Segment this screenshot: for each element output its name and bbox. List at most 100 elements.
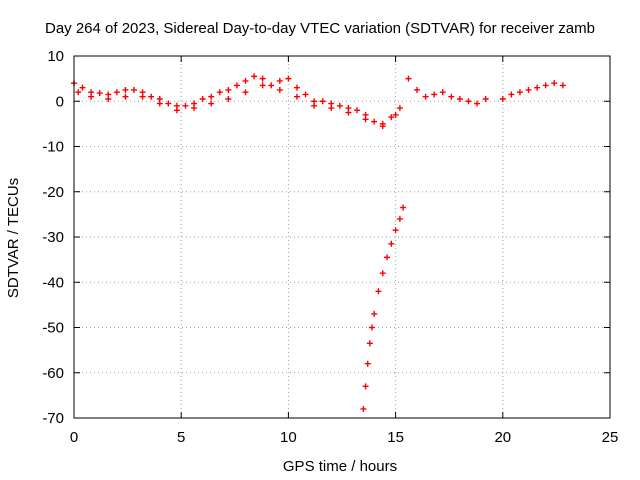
data-point xyxy=(422,93,429,100)
y-tick-label: 10 xyxy=(47,48,64,65)
data-point xyxy=(499,95,506,102)
data-point xyxy=(105,95,112,102)
data-point xyxy=(328,105,335,112)
x-tick-label: 10 xyxy=(280,429,297,446)
data-point xyxy=(259,82,266,89)
data-point xyxy=(405,75,412,82)
data-point xyxy=(233,82,240,89)
chart-title: Day 264 of 2023, Sidereal Day-to-day VTE… xyxy=(45,20,595,37)
data-point xyxy=(542,82,549,89)
data-point xyxy=(534,84,541,91)
x-tick-label: 20 xyxy=(494,429,511,446)
data-point xyxy=(75,89,82,96)
data-point xyxy=(259,75,266,82)
data-point xyxy=(384,254,391,261)
data-points xyxy=(71,73,566,412)
plot-frame xyxy=(73,55,611,419)
data-point xyxy=(276,77,283,84)
data-point xyxy=(88,93,95,100)
series-diving-track xyxy=(360,204,407,412)
data-point xyxy=(388,240,395,247)
y-tick-label: -30 xyxy=(42,229,64,246)
data-point xyxy=(362,383,369,390)
data-point xyxy=(482,95,489,102)
data-point xyxy=(375,288,382,295)
data-point xyxy=(96,90,103,97)
data-point xyxy=(379,123,386,130)
data-point xyxy=(336,102,343,109)
data-point xyxy=(448,93,455,100)
y-tick-label: 0 xyxy=(56,93,64,110)
series-evening-band xyxy=(405,75,566,107)
y-tick-label: -20 xyxy=(42,184,64,201)
data-point xyxy=(465,98,472,105)
data-point xyxy=(362,116,369,123)
data-point xyxy=(439,89,446,96)
data-point xyxy=(345,109,352,116)
data-point xyxy=(360,405,367,412)
data-point xyxy=(392,227,399,234)
y-tick-label: -50 xyxy=(42,320,64,337)
data-point xyxy=(131,86,138,93)
data-point xyxy=(379,270,386,277)
data-point xyxy=(139,93,146,100)
data-point xyxy=(396,105,403,112)
y-tick-label: -60 xyxy=(42,365,64,382)
data-point xyxy=(369,324,376,331)
x-tick-label: 15 xyxy=(387,429,404,446)
series-lower-band xyxy=(75,82,399,130)
x-tick-label: 5 xyxy=(177,429,185,446)
data-point xyxy=(388,114,395,121)
data-point xyxy=(371,310,378,317)
y-axis-label: SDTVAR / TECUs xyxy=(5,178,22,298)
data-point xyxy=(319,98,326,105)
y-tick-label: -10 xyxy=(42,139,64,156)
x-axis-label: GPS time / hours xyxy=(283,458,397,475)
data-point xyxy=(216,89,223,96)
data-point xyxy=(199,95,206,102)
data-point xyxy=(122,93,129,100)
data-point xyxy=(165,100,172,107)
data-point xyxy=(354,107,361,114)
data-point xyxy=(113,89,120,96)
x-tick-label: 0 xyxy=(70,429,78,446)
data-point xyxy=(276,86,283,93)
data-point xyxy=(208,100,215,107)
data-point xyxy=(251,73,258,80)
data-point xyxy=(79,84,86,91)
data-point xyxy=(516,89,523,96)
data-point xyxy=(474,100,481,107)
data-point xyxy=(148,93,155,100)
data-point xyxy=(431,91,438,98)
y-tick-label: -70 xyxy=(42,410,64,427)
data-point xyxy=(122,86,129,93)
data-point xyxy=(182,102,189,109)
data-point xyxy=(268,82,275,89)
data-point xyxy=(396,215,403,222)
data-point xyxy=(225,95,232,102)
data-point xyxy=(293,93,300,100)
data-point xyxy=(525,86,532,93)
data-point xyxy=(225,86,232,93)
grid-lines xyxy=(73,55,611,419)
data-point xyxy=(311,102,318,109)
data-point xyxy=(400,204,407,211)
data-point xyxy=(414,86,421,93)
data-point xyxy=(364,360,371,367)
series-main-band xyxy=(71,73,403,127)
data-point xyxy=(242,77,249,84)
data-point xyxy=(242,89,249,96)
data-point xyxy=(173,107,180,114)
tick-labels: 0 5 10 15 20 25 10 0 -10 -20 -30 -40 -50 -60 -70 xyxy=(42,48,618,446)
data-point xyxy=(285,75,292,82)
data-point xyxy=(208,93,215,100)
data-point xyxy=(366,340,373,347)
data-point xyxy=(293,84,300,91)
data-point xyxy=(559,82,566,89)
data-point xyxy=(191,105,198,112)
data-point xyxy=(156,100,163,107)
data-point xyxy=(371,118,378,125)
y-tick-label: -40 xyxy=(42,274,64,291)
data-point xyxy=(456,95,463,102)
